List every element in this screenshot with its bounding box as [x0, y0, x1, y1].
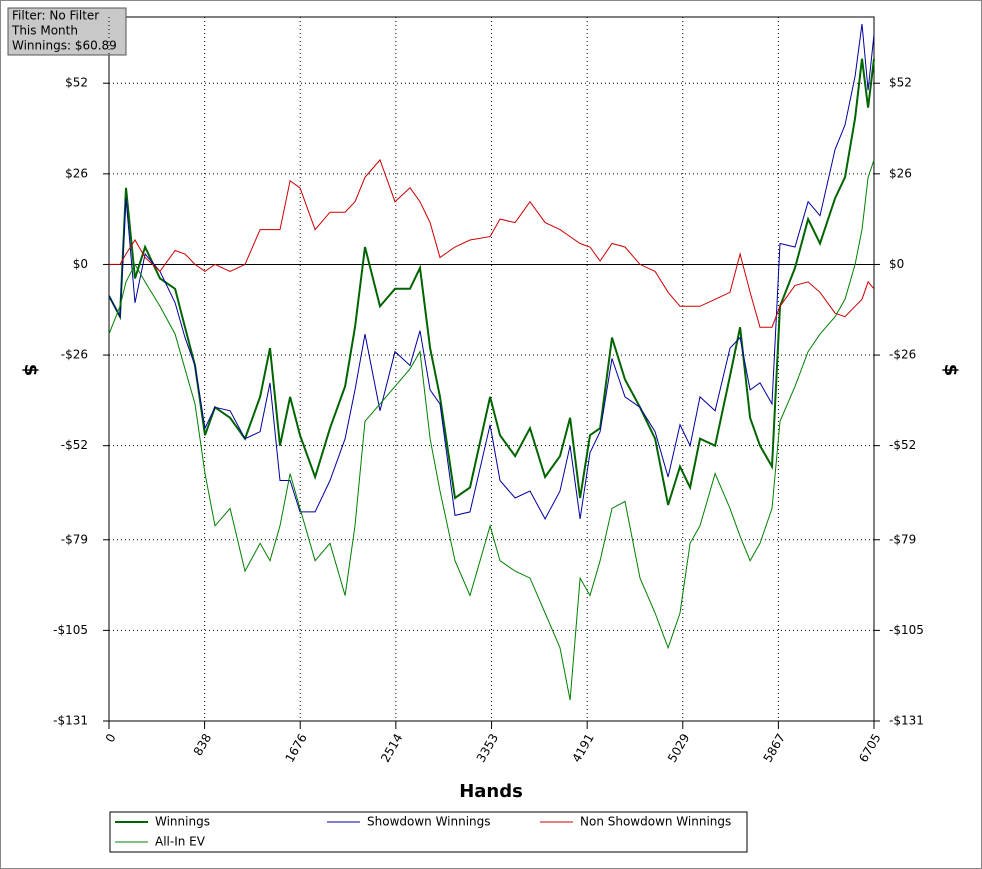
y2-tick-label: -$131: [889, 714, 924, 728]
series-line: [108, 58, 875, 506]
y2-tick-label: $0: [889, 257, 904, 271]
y2-tick-label: -$105: [889, 623, 924, 637]
y-tick-label: $26: [65, 166, 88, 180]
y2-tick-label: -$79: [889, 532, 916, 546]
y-tick-label: -$105: [53, 623, 88, 637]
info-box: [7, 7, 127, 56]
series-line: [108, 23, 875, 520]
y2-axis-title: $: [940, 364, 961, 377]
y-tick-label: $0: [73, 257, 88, 271]
y2-tick-label: -$52: [889, 438, 916, 452]
y-tick-label: -$52: [61, 438, 88, 452]
y-tick-label: $52: [65, 76, 88, 90]
legend-label: All-In EV: [155, 835, 206, 849]
series-line: [109, 158, 875, 328]
legend-label: Non Showdown Winnings: [580, 815, 731, 829]
y-tick-label: -$79: [61, 532, 88, 546]
series-line: [108, 159, 875, 701]
y2-tick-label: -$26: [889, 348, 916, 362]
y2-tick-label: $26: [889, 166, 912, 180]
y-axis-title: $: [20, 364, 41, 377]
legend-label: Winnings: [155, 815, 210, 829]
y-tick-label: -$26: [61, 348, 88, 362]
legend: [109, 811, 748, 853]
info-text: Filter: No Filter: [12, 9, 99, 23]
info-text: Winnings: $60.89: [12, 39, 117, 53]
x-axis-title: Hands: [459, 781, 523, 802]
legend-label: Showdown Winnings: [367, 815, 491, 829]
info-text: This Month: [11, 24, 78, 38]
y2-tick-label: $52: [889, 76, 912, 90]
y-tick-label: -$131: [53, 714, 88, 728]
